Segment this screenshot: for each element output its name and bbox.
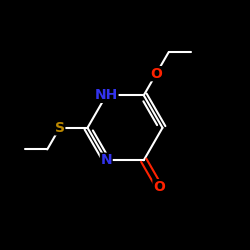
Text: S: S <box>55 121 65 135</box>
Text: O: O <box>150 67 162 81</box>
Text: O: O <box>153 180 165 194</box>
Text: N: N <box>100 153 112 167</box>
Text: NH: NH <box>94 88 118 102</box>
